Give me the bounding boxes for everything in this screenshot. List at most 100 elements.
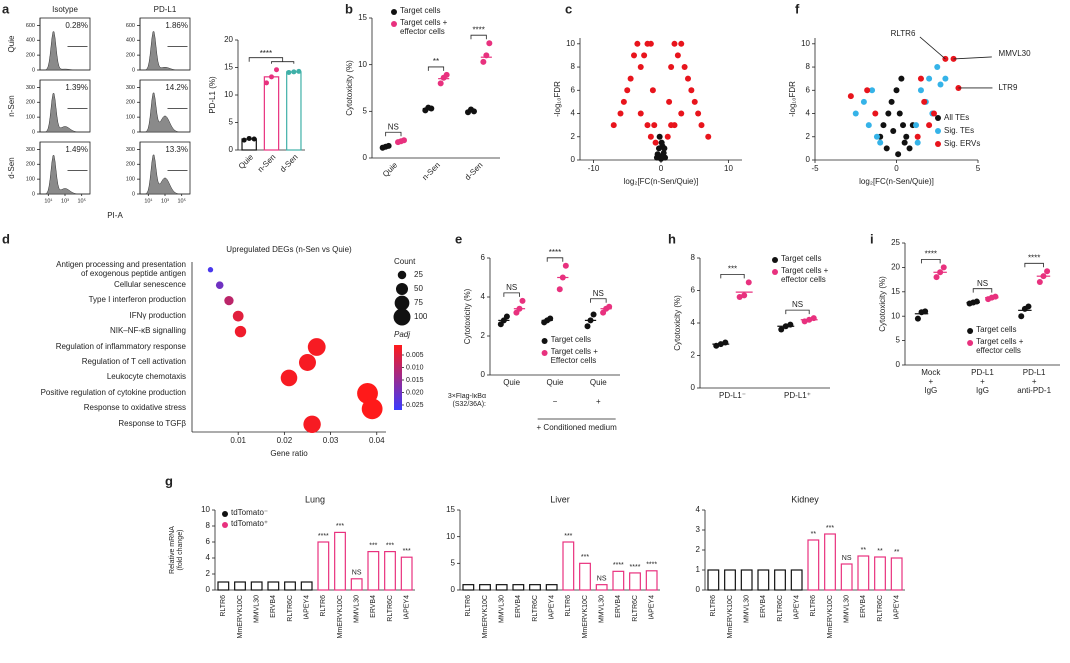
y-tick-label: 20	[891, 263, 900, 272]
volcano-point	[865, 122, 872, 129]
size-legend-label: 25	[414, 270, 423, 279]
y-tick-label: Type I interferon production	[88, 295, 186, 305]
size-legend-label: 50	[414, 284, 423, 293]
volcano-point	[668, 64, 675, 71]
y-tick-label-box: Positive regulation of cytokine producti…	[40, 387, 186, 397]
y-tick-label: Positive regulation of cytokine producti…	[40, 387, 186, 397]
volcano-point	[678, 110, 685, 117]
bubble	[207, 267, 214, 273]
y-tick-label: 10	[358, 60, 367, 69]
bar	[267, 581, 280, 591]
significance-bracket	[720, 273, 745, 279]
y-tick-label-box: Regulation of T cell activation	[82, 357, 186, 366]
x-tick-label-box: Quie	[503, 379, 521, 387]
x-tick-label: n-Sen	[420, 161, 441, 182]
panel-title: Upregulated DEGs (n-Sen vs Quie)	[226, 245, 352, 254]
significance-bracket	[785, 309, 810, 315]
y-tick-label: 400	[126, 38, 135, 44]
x-tick-label: 10¹	[44, 198, 52, 204]
y-tick-label: 10	[446, 532, 455, 541]
volcano-point	[896, 110, 903, 117]
legend-marker	[772, 269, 778, 275]
significance-bracket	[921, 259, 941, 264]
volcano-point	[852, 110, 859, 117]
significance-label: ***	[403, 548, 411, 555]
data-point	[480, 58, 487, 65]
significance-label: ****	[613, 562, 624, 569]
significance-label: ****	[925, 250, 937, 259]
volcano-point	[930, 110, 937, 117]
significance-bracket	[470, 34, 487, 40]
y-tick-label: 8	[206, 521, 211, 530]
volcano-point	[705, 133, 712, 140]
x-tick-label: ERVB4	[370, 595, 377, 618]
legend-label: Target cells + Effector cells	[550, 348, 598, 365]
y-axis-label: Cytotoxicity (%)	[345, 60, 354, 116]
x-tick-label: Quie	[589, 379, 607, 387]
y-tick-label: IFNγ production	[129, 310, 186, 320]
y-tick-label: 6	[481, 253, 486, 262]
data-point	[1044, 268, 1051, 275]
y-tick-label: 100	[126, 177, 135, 183]
y-tick-label: 4	[806, 109, 811, 118]
y-tick-label: 5	[363, 106, 368, 115]
data-point	[291, 69, 297, 75]
y-tick-label: NIK–NF-κB signalling	[109, 326, 186, 336]
colorbar	[394, 345, 402, 410]
significance-label: ***	[386, 542, 394, 549]
volcano-point	[913, 122, 920, 129]
significance-bracket	[503, 292, 520, 297]
legend-label-box: Target cells	[781, 255, 821, 263]
x-tick-label-box: PD-L1 + IgG	[971, 369, 994, 395]
annotation-label: MMVL30	[999, 49, 1032, 58]
bar	[479, 584, 491, 591]
x-tick-label: Quie	[503, 379, 521, 387]
x-tick-label: ERVB4	[860, 595, 867, 618]
x-tick-label: -10	[588, 164, 600, 173]
panel-letter: i	[870, 231, 874, 246]
column-title: PD-L1	[154, 5, 177, 14]
x-tick-label: MMVL30	[254, 595, 261, 623]
volcano-point	[847, 93, 854, 100]
x-tick-label: d-Sen	[278, 153, 299, 174]
data-point	[443, 71, 450, 78]
data-point	[992, 293, 999, 300]
bar	[790, 569, 803, 591]
row-label-box: 3×Flag-IκBα (S32/36A):	[448, 393, 486, 408]
annotation-label: RLTR6	[891, 29, 916, 38]
legend-label: Target cells + effector cells	[400, 19, 448, 36]
y-tick-label: 6	[806, 85, 811, 94]
size-legend-label: 75	[414, 298, 423, 307]
y-tick-label: 200	[26, 162, 35, 168]
data-point	[556, 286, 563, 293]
y-tick-label: 100	[26, 177, 35, 183]
y-tick-label: 300	[126, 85, 135, 91]
x-tick-label: 10⁵	[77, 197, 85, 204]
histogram-shape	[139, 31, 190, 71]
data-point	[933, 274, 940, 281]
data-point	[241, 137, 247, 143]
significance-label: ****	[260, 49, 272, 58]
x-axis-label: log₂[FC(n-Sen/Quie)]	[859, 177, 934, 186]
x-tick-label-box: PD-L1⁻	[719, 392, 746, 400]
x-tick-label: RLTR6	[565, 595, 572, 617]
legend-marker	[391, 21, 397, 27]
row-label: n-Sen	[7, 95, 16, 116]
gate-percentage: 1.39%	[65, 83, 88, 92]
size-legend-title: Count	[394, 257, 416, 266]
y-tick-label: 0	[32, 191, 35, 197]
colorbar-title: Padj	[394, 330, 410, 339]
data-point	[590, 311, 597, 318]
x-tick-label: RLTR6C	[632, 595, 639, 622]
annotation-line	[919, 36, 946, 60]
x-axis-label: PI-A	[107, 211, 123, 220]
size-legend-label: 100	[414, 312, 428, 321]
volcano-point	[914, 139, 921, 146]
x-tick-label: 5	[976, 164, 981, 173]
y-tick-label: 10	[201, 505, 210, 514]
x-tick-label: 0	[894, 164, 899, 173]
data-point	[1018, 313, 1025, 320]
data-point	[973, 298, 980, 305]
x-tick-label: n-Sen	[256, 153, 277, 174]
volcano-point	[877, 139, 884, 146]
